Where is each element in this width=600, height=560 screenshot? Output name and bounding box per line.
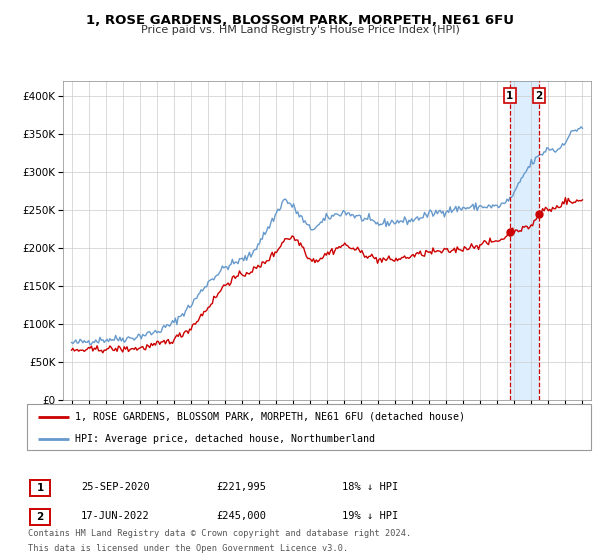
Text: 25-SEP-2020: 25-SEP-2020: [81, 482, 150, 492]
Text: 19% ↓ HPI: 19% ↓ HPI: [342, 511, 398, 521]
FancyBboxPatch shape: [30, 480, 50, 496]
Bar: [510, 81, 539, 400]
Text: This data is licensed under the Open Government Licence v3.0.: This data is licensed under the Open Gov…: [28, 544, 349, 553]
Text: 2: 2: [536, 91, 543, 101]
Text: 1: 1: [37, 483, 44, 493]
Text: 18% ↓ HPI: 18% ↓ HPI: [342, 482, 398, 492]
FancyBboxPatch shape: [27, 404, 591, 450]
Text: HPI: Average price, detached house, Northumberland: HPI: Average price, detached house, Nort…: [75, 434, 375, 444]
Text: 1, ROSE GARDENS, BLOSSOM PARK, MORPETH, NE61 6FU: 1, ROSE GARDENS, BLOSSOM PARK, MORPETH, …: [86, 14, 514, 27]
Text: £245,000: £245,000: [216, 511, 266, 521]
Text: Price paid vs. HM Land Registry's House Price Index (HPI): Price paid vs. HM Land Registry's House …: [140, 25, 460, 35]
Text: 2: 2: [37, 512, 44, 522]
Text: 1: 1: [506, 91, 514, 101]
Text: 17-JUN-2022: 17-JUN-2022: [81, 511, 150, 521]
FancyBboxPatch shape: [30, 509, 50, 525]
Text: Contains HM Land Registry data © Crown copyright and database right 2024.: Contains HM Land Registry data © Crown c…: [28, 529, 412, 538]
Text: £221,995: £221,995: [216, 482, 266, 492]
Text: 1, ROSE GARDENS, BLOSSOM PARK, MORPETH, NE61 6FU (detached house): 1, ROSE GARDENS, BLOSSOM PARK, MORPETH, …: [75, 412, 465, 422]
